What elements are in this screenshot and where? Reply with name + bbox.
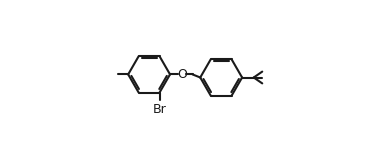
Text: O: O	[177, 68, 187, 81]
Text: Br: Br	[153, 103, 166, 116]
